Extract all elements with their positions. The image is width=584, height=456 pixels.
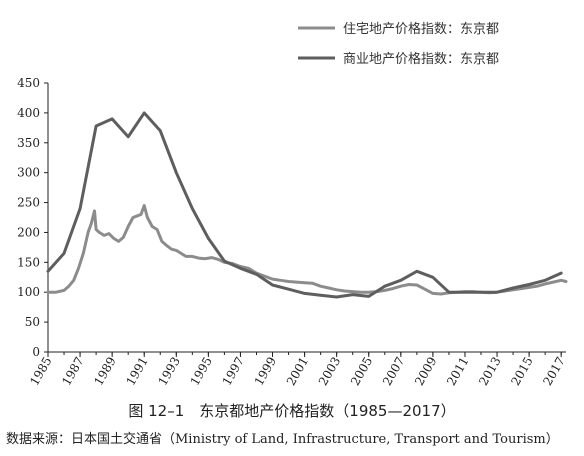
y-tick-label: 150 (17, 255, 40, 269)
y-tick-label: 350 (17, 136, 40, 150)
x-tick-label: 2017 (540, 355, 567, 388)
line-chart: 住宅地产价格指数：东京都 商业地产价格指数：东京都 0 50 100 150 200 25… (17, 21, 568, 388)
y-tick-label: 450 (17, 76, 40, 90)
x-tick-label: 2009 (412, 355, 439, 388)
legend-label-residential: 住宅地产价格指数：东京都 (343, 21, 499, 37)
y-tick-label: 250 (17, 196, 40, 210)
x-tick-label: 2001 (284, 355, 311, 388)
y-tick-label: 50 (25, 315, 40, 329)
chart-legend: 住宅地产价格指数：东京都 商业地产价格指数：东京都 (298, 21, 499, 67)
x-tick-label: 1993 (155, 355, 182, 388)
x-tick-label: 2015 (508, 355, 535, 388)
x-tick-label: 1987 (59, 355, 86, 388)
x-tick-label: 1999 (252, 355, 279, 388)
x-tick-label: 2011 (444, 355, 471, 388)
series-line-residential (46, 204, 568, 296)
x-tick-label: 1991 (123, 355, 150, 388)
y-tick-label: 100 (17, 285, 40, 299)
y-tick-label: 400 (17, 106, 40, 120)
x-tick-label: 1985 (27, 355, 54, 388)
x-tick-label: 1997 (220, 355, 247, 388)
x-tick-label: 2005 (348, 355, 375, 388)
legend-label-commercial: 商业地产价格指数：东京都 (343, 51, 499, 67)
x-tick-label: 2007 (380, 355, 407, 388)
x-tick-label: 2003 (316, 355, 343, 388)
y-tick-label: 200 (17, 225, 40, 239)
chart-series (46, 111, 568, 299)
data-source-note: 数据来源：日本国土交通省（Ministry of Land, Infrastru… (6, 432, 559, 447)
y-tick-label: 0 (32, 345, 40, 359)
x-tick-label: 2013 (476, 355, 503, 388)
figure-caption: 图 12–1 东京都地产价格指数（1985—2017） (128, 402, 456, 420)
y-tick-label: 300 (17, 166, 40, 180)
x-tick-label: 1995 (188, 355, 215, 388)
x-tick-label: 1989 (91, 355, 118, 388)
series-line-commercial (46, 111, 563, 299)
